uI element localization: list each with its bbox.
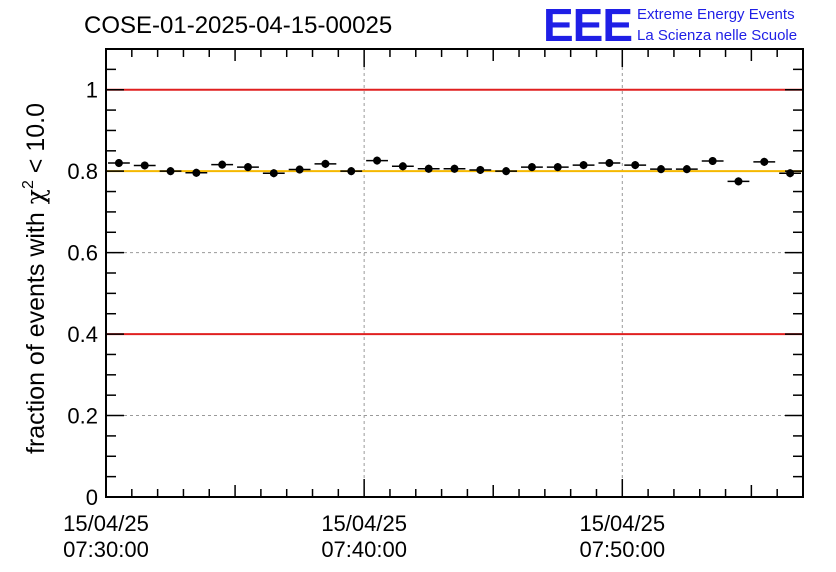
data-point-marker	[192, 168, 201, 177]
data-point	[469, 165, 492, 174]
y-tick-label: 0.4	[67, 322, 98, 347]
data-point	[340, 167, 363, 176]
data-point-marker	[682, 165, 691, 174]
data-point-marker	[527, 163, 536, 172]
data-point	[650, 165, 672, 174]
data-point-marker	[605, 159, 614, 168]
data-point-marker	[786, 169, 795, 178]
data-point-marker	[631, 161, 640, 170]
data-point-marker	[760, 157, 769, 166]
data-point	[211, 160, 234, 169]
data-point	[727, 177, 750, 186]
grid-lines	[106, 49, 803, 497]
plot-frame	[105, 48, 804, 498]
data-point	[366, 156, 388, 165]
chart-title: COSE-01-2025-04-15-00025	[84, 12, 392, 39]
data-point-marker	[708, 157, 717, 165]
logo-mark: EEE	[543, 0, 632, 51]
data-point-marker	[553, 163, 562, 172]
data-point	[598, 159, 621, 168]
data-point	[443, 164, 466, 173]
data-point	[185, 168, 208, 177]
data-point-marker	[321, 159, 330, 168]
y-tick-label: 0	[86, 485, 98, 510]
data-point	[159, 167, 182, 176]
data-point-marker	[269, 169, 278, 178]
data-point-marker	[140, 161, 149, 170]
x-tick-date: 15/04/25	[63, 511, 149, 536]
data-point-marker	[347, 167, 356, 176]
data-point	[624, 161, 647, 170]
y-tick-label: 0.8	[67, 159, 98, 184]
y-axis-label: fraction of events with χ2 < 10.0	[20, 103, 50, 454]
data-point-marker	[657, 165, 666, 174]
data-point	[521, 163, 543, 172]
data-point-marker	[450, 164, 459, 173]
x-axis: 15/04/2507:30:0015/04/2507:40:0015/04/25…	[63, 49, 804, 562]
data-point-marker	[398, 162, 407, 171]
data-point	[675, 165, 698, 174]
y-axis-label-tail: < 10.0	[22, 103, 50, 180]
data-point	[237, 163, 259, 172]
data-point	[133, 161, 156, 170]
y-tick-label: 0.6	[67, 241, 98, 266]
data-point-marker	[166, 167, 175, 176]
x-tick-date: 15/04/25	[321, 511, 407, 536]
data-point	[701, 157, 724, 165]
data-point	[262, 169, 285, 178]
logo-line2: La Scienza nelle Scuole	[637, 27, 797, 44]
data-point-marker	[476, 165, 485, 174]
y-axis-label-text: fraction of events with	[22, 212, 50, 454]
data-point	[314, 159, 337, 168]
y-axis-label-sup: 2	[20, 180, 37, 189]
data-point-marker	[502, 167, 511, 176]
data-points	[108, 156, 801, 186]
x-tick-time: 07:50:00	[579, 537, 665, 562]
data-point	[391, 162, 414, 171]
data-point-marker	[579, 161, 588, 170]
data-point	[108, 159, 130, 168]
y-tick-label: 1	[86, 78, 98, 103]
logo-line1: Extreme Energy Events	[637, 6, 795, 23]
data-point	[288, 165, 311, 174]
data-point	[546, 163, 569, 172]
y-tick-label: 0.2	[67, 404, 98, 429]
x-tick-time: 07:30:00	[63, 537, 149, 562]
data-point	[572, 161, 595, 170]
y-axis: 0 0.2 0.4 0.6 0.8 1	[67, 48, 803, 510]
data-point-marker	[424, 164, 433, 173]
data-point-marker	[243, 163, 252, 172]
reference-lines	[106, 88, 803, 336]
data-point	[753, 157, 776, 166]
x-tick-date: 15/04/25	[579, 511, 665, 536]
data-point-marker	[295, 165, 304, 174]
data-point-marker	[218, 160, 227, 169]
data-point-marker	[373, 156, 382, 165]
data-point	[417, 164, 440, 173]
data-point-marker	[114, 159, 123, 168]
x-tick-time: 07:40:00	[321, 537, 407, 562]
eee-logo: EEE Extreme Energy Events La Scienza nel…	[543, 0, 797, 51]
data-point	[495, 167, 518, 176]
data-point-marker	[734, 177, 743, 186]
y-axis-label-chi: χ	[21, 189, 50, 204]
